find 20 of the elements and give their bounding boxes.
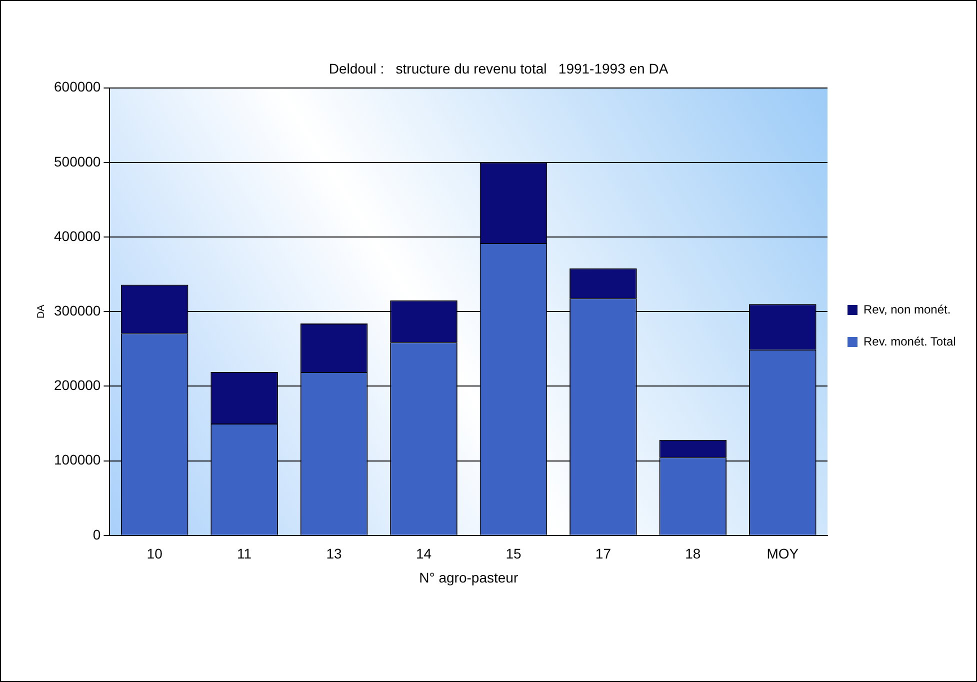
- y-tick-label: 200000: [54, 377, 101, 394]
- x-tick-label: 17: [595, 546, 612, 562]
- x-tick-label: 11: [237, 546, 252, 562]
- x-tick-label: 14: [416, 546, 432, 562]
- legend-label: Rev. monét. Total: [864, 334, 956, 348]
- legend-label: Rev, non monét.: [864, 302, 951, 316]
- y-tick-label: 400000: [54, 228, 101, 244]
- y-tick-label: 500000: [54, 153, 101, 170]
- x-tick-label: 10: [146, 546, 163, 562]
- x-tick-label: 18: [685, 546, 701, 562]
- x-tick-label: 15: [506, 546, 522, 562]
- chart-title: Deldoul : structure du revenu total 1991-1993 en DA: [328, 60, 669, 76]
- y-tick-label: 300000: [54, 302, 101, 318]
- y-tick-label: 100000: [54, 452, 101, 468]
- y-tick-label: 0: [92, 526, 101, 542]
- y-tick-label: 600000: [54, 78, 101, 95]
- x-tick-label: 13: [326, 546, 342, 562]
- y-axis-title: DA: [36, 304, 47, 319]
- x-axis-title: N° agro-pasteur: [419, 569, 518, 586]
- x-tick-label: MOY: [766, 546, 800, 562]
